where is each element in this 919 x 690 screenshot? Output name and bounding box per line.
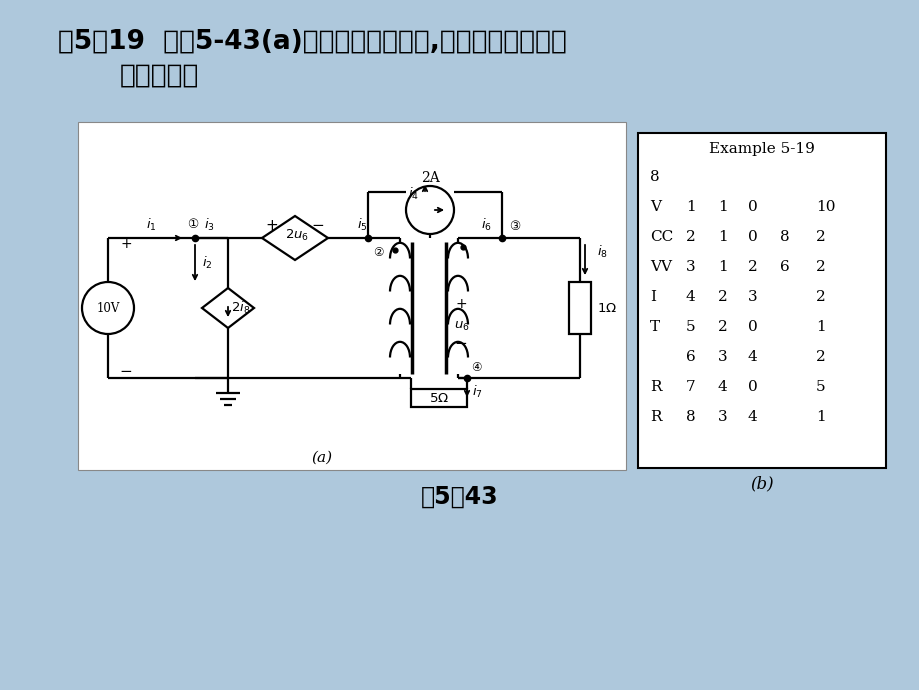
Text: 1: 1 xyxy=(686,200,695,214)
Text: 图5－43: 图5－43 xyxy=(421,485,498,509)
Text: V: V xyxy=(650,200,660,214)
Text: 3: 3 xyxy=(686,260,695,274)
Polygon shape xyxy=(202,288,254,328)
Text: +: + xyxy=(455,297,466,311)
Text: T: T xyxy=(650,320,660,334)
Text: 3: 3 xyxy=(747,290,757,304)
Text: 6: 6 xyxy=(779,260,789,274)
Text: +: + xyxy=(120,237,131,251)
Text: (a): (a) xyxy=(312,451,332,465)
Text: 1 : 2: 1 : 2 xyxy=(414,219,443,232)
Bar xyxy=(411,389,467,407)
Text: $i_2$: $i_2$ xyxy=(202,255,212,271)
Text: I: I xyxy=(650,290,655,304)
Text: ②: ② xyxy=(372,246,383,259)
Text: 4: 4 xyxy=(686,290,695,304)
Bar xyxy=(568,282,590,334)
Text: 0: 0 xyxy=(747,230,757,244)
Text: 1: 1 xyxy=(717,230,727,244)
Text: 1: 1 xyxy=(815,320,825,334)
Text: 8: 8 xyxy=(686,410,695,424)
Circle shape xyxy=(405,186,453,234)
Text: 2: 2 xyxy=(815,230,825,244)
Bar xyxy=(637,133,885,468)
Text: $i_8$: $i_8$ xyxy=(596,244,607,260)
Text: 1: 1 xyxy=(717,260,727,274)
Text: $i_4$: $i_4$ xyxy=(408,186,419,202)
Text: 8: 8 xyxy=(779,230,789,244)
Text: $5\Omega$: $5\Omega$ xyxy=(428,391,448,404)
Text: 2: 2 xyxy=(747,260,757,274)
Text: 2: 2 xyxy=(815,290,825,304)
Text: 2: 2 xyxy=(717,290,727,304)
Text: 2A: 2A xyxy=(420,171,439,185)
Text: CC: CC xyxy=(650,230,673,244)
Text: 10: 10 xyxy=(815,200,834,214)
Text: 4: 4 xyxy=(717,380,727,394)
Text: 6: 6 xyxy=(686,350,695,364)
Text: +: + xyxy=(266,217,278,233)
Text: VV: VV xyxy=(650,260,671,274)
Text: 2: 2 xyxy=(815,350,825,364)
Bar xyxy=(78,122,625,470)
Text: 10V: 10V xyxy=(96,302,119,315)
Text: 0: 0 xyxy=(747,200,757,214)
Text: (b): (b) xyxy=(749,475,773,493)
Text: −: − xyxy=(312,217,324,233)
Text: Example 5-19: Example 5-19 xyxy=(709,142,814,156)
Text: $1\Omega$: $1\Omega$ xyxy=(596,302,617,315)
Text: $i_1$: $i_1$ xyxy=(146,217,156,233)
Text: −: − xyxy=(454,337,467,351)
Text: 0: 0 xyxy=(747,380,757,394)
Text: $i_3$: $i_3$ xyxy=(203,217,214,233)
Text: 2: 2 xyxy=(815,260,825,274)
Text: 5: 5 xyxy=(686,320,695,334)
Text: ④: ④ xyxy=(471,361,481,374)
Text: R: R xyxy=(650,410,661,424)
Text: −: − xyxy=(119,364,132,379)
Text: $2i_8$: $2i_8$ xyxy=(231,300,250,316)
Text: 4: 4 xyxy=(747,350,757,364)
Text: $u_6$: $u_6$ xyxy=(454,319,470,333)
Text: $2u_6$: $2u_6$ xyxy=(285,228,309,243)
Text: ③: ③ xyxy=(509,219,520,233)
Text: 4: 4 xyxy=(747,410,757,424)
Text: 例5－19  求图5-43(a)电路中各结点电压,各支路电压电流和: 例5－19 求图5-43(a)电路中各结点电压,各支路电压电流和 xyxy=(58,29,566,55)
Text: 3: 3 xyxy=(717,350,727,364)
Text: $i_7$: $i_7$ xyxy=(471,384,482,400)
Text: 吸收功率。: 吸收功率。 xyxy=(119,63,199,89)
Text: 2: 2 xyxy=(686,230,695,244)
Polygon shape xyxy=(262,216,328,260)
Text: ①: ① xyxy=(187,219,199,232)
Text: 1: 1 xyxy=(815,410,825,424)
Text: 7: 7 xyxy=(686,380,695,394)
Text: 5: 5 xyxy=(815,380,824,394)
Text: R: R xyxy=(650,380,661,394)
Circle shape xyxy=(82,282,134,334)
Text: 2: 2 xyxy=(717,320,727,334)
Text: 0: 0 xyxy=(747,320,757,334)
Text: 3: 3 xyxy=(717,410,727,424)
Text: 1: 1 xyxy=(717,200,727,214)
Text: 8: 8 xyxy=(650,170,659,184)
Text: $i_6$: $i_6$ xyxy=(480,217,491,233)
Text: $i_5$: $i_5$ xyxy=(357,217,367,233)
